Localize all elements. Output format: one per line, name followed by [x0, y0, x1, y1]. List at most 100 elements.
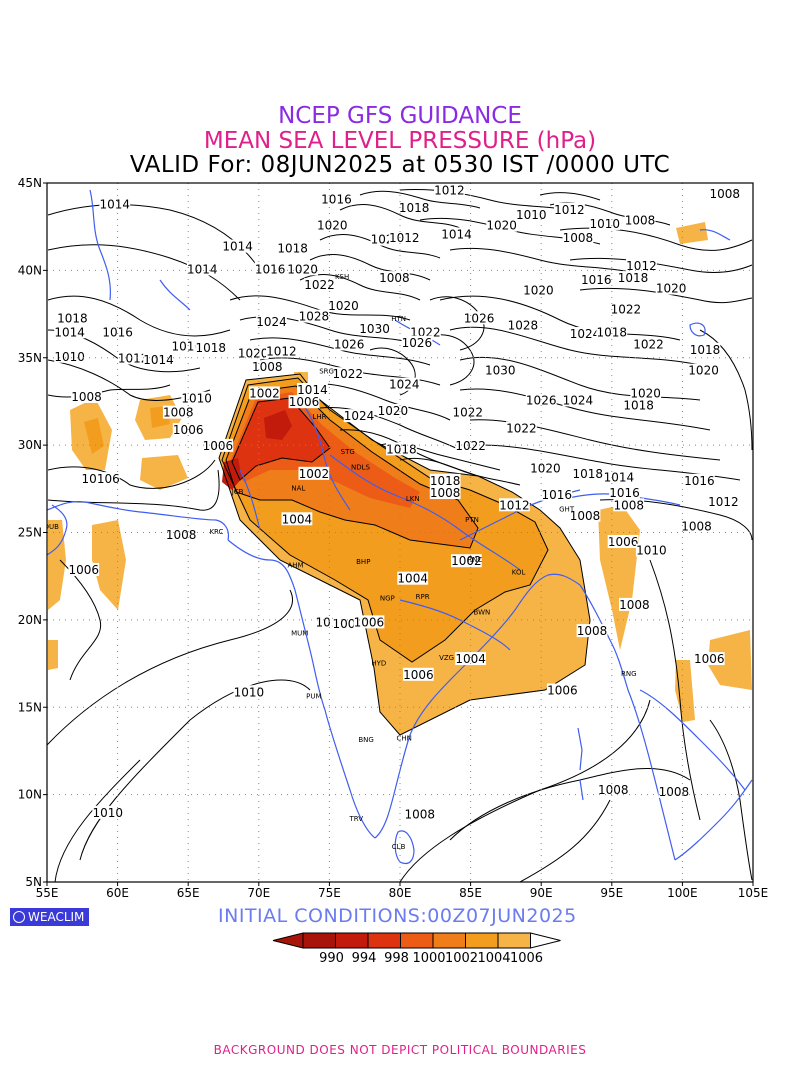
svg-text:1018: 1018 [277, 241, 308, 255]
contour-label: 1010 [635, 543, 667, 558]
svg-text:1008: 1008 [709, 187, 740, 201]
contour-label: 1028 [507, 318, 539, 332]
station-label-ndls: NDLS [351, 464, 371, 472]
contour-label: 1024 [388, 377, 420, 392]
svg-text:1016: 1016 [609, 486, 640, 500]
lon-label-65E: 65E [177, 886, 200, 900]
station-label-srg: SRG [319, 367, 334, 375]
station-label-bhp: BHP [356, 558, 370, 566]
contour-label: 1002 [249, 386, 280, 400]
footer-disclaimer: BACKGROUND DOES NOT DEPICT POLITICAL BOU… [213, 1043, 587, 1057]
contour-label: 1016 [321, 192, 352, 206]
svg-text:1018: 1018 [573, 467, 604, 481]
svg-text:1016: 1016 [321, 192, 352, 206]
svg-text:1020: 1020 [317, 219, 348, 233]
contour-label: 10106 [82, 472, 120, 486]
lon-label-95E: 95E [600, 886, 623, 900]
contour-label: 1006 [202, 438, 234, 453]
station-label-bng: BNG [358, 736, 373, 744]
contour-label: 1018 [572, 466, 604, 481]
svg-text:1008: 1008 [404, 808, 435, 822]
svg-text:1012: 1012 [266, 345, 297, 359]
contour-label: 1012 [707, 494, 739, 509]
contour-label: 1006 [402, 667, 434, 682]
contour-label: 1016 [254, 262, 286, 276]
contour-label: 1014 [99, 197, 131, 212]
svg-text:1010: 1010 [636, 544, 667, 558]
contour-label: 1006 [607, 534, 639, 549]
isobar-contours [47, 189, 753, 882]
svg-text:1006: 1006 [289, 395, 320, 409]
svg-text:1004: 1004 [455, 652, 486, 666]
contour-label: 1020 [530, 461, 561, 476]
contour-label: 1020 [328, 299, 359, 313]
svg-text:1020: 1020 [688, 364, 719, 378]
svg-text:1008: 1008 [619, 598, 650, 612]
svg-text:1012: 1012 [434, 184, 465, 198]
svg-text:1010: 1010 [181, 392, 212, 406]
contour-label: 1014 [603, 470, 635, 484]
svg-text:1008: 1008 [252, 360, 283, 374]
contour-label: 1014 [441, 227, 472, 241]
station-label-ngp: NGP [380, 595, 395, 603]
svg-text:1020: 1020 [378, 404, 409, 418]
contour-label: 1010 [181, 391, 213, 406]
title-variable: MEAN SEA LEVEL PRESSURE (hPa) [203, 128, 597, 154]
svg-text:1014: 1014 [100, 198, 131, 212]
contour-label: 1018 [689, 342, 721, 357]
svg-text:1022: 1022 [453, 406, 484, 420]
svg-text:1020: 1020 [238, 346, 269, 360]
lat-label-5N: 5N [25, 875, 42, 889]
svg-text:1016: 1016 [684, 474, 715, 488]
contour-label: 1012 [388, 230, 420, 245]
contour-label: 1008 [562, 230, 594, 245]
svg-text:1008: 1008 [681, 519, 712, 533]
svg-text:1004: 1004 [397, 572, 428, 586]
contour-label: 1018 [617, 271, 649, 285]
station-label-chn: CHN [397, 734, 412, 742]
svg-text:1030: 1030 [359, 322, 390, 336]
svg-text:1020: 1020 [530, 462, 561, 476]
svg-text:1006: 1006 [547, 684, 578, 698]
title-valid-time: VALID For: 08JUN2025 at 0530 IST /0000 U… [129, 152, 671, 178]
contour-label: 1014 [297, 382, 328, 397]
contour-label: 1008 [165, 527, 197, 542]
contour-label: 1018 [57, 311, 88, 325]
station-label-mum: MUM [291, 630, 308, 638]
station-label-kol: KOL [512, 568, 526, 576]
svg-text:1018: 1018 [399, 201, 430, 215]
lon-label-85E: 85E [459, 886, 482, 900]
contour-label: 1010 [589, 216, 621, 231]
contour-label: 1008 [71, 389, 102, 404]
svg-text:1018: 1018 [597, 325, 628, 339]
svg-text:1016: 1016 [255, 262, 286, 276]
contour-label: 1022 [452, 405, 484, 420]
svg-text:1008: 1008 [613, 498, 644, 512]
contour-label: 1008 [597, 783, 629, 797]
svg-text:1014: 1014 [604, 470, 635, 484]
svg-text:1020: 1020 [287, 262, 318, 276]
svg-text:1014: 1014 [441, 227, 472, 241]
svg-text:1012: 1012 [389, 231, 420, 245]
contour-label: 1008 [709, 187, 741, 201]
svg-text:1008: 1008 [625, 213, 656, 227]
contour-label: 1020 [655, 281, 687, 296]
lat-label-15N: 15N [18, 700, 42, 714]
svg-text:1012: 1012 [118, 351, 149, 365]
svg-text:1022: 1022 [506, 421, 537, 435]
svg-text:1006: 1006 [354, 615, 385, 629]
initial-conditions: INITIAL CONDITIONS:00Z07JUN2025 [218, 905, 577, 927]
contour-label: 1008 [681, 519, 712, 533]
lat-label-30N: 30N [18, 438, 42, 452]
contour-label: 1020 [377, 403, 409, 418]
svg-text:1018: 1018 [196, 341, 227, 355]
contour-label: 1008 [162, 405, 194, 420]
svg-text:1012: 1012 [626, 259, 657, 273]
contour-label: 1018 [195, 341, 227, 355]
svg-text:1008: 1008 [570, 509, 601, 523]
svg-text:1016: 1016 [581, 273, 612, 287]
station-label-krc: KRC [209, 528, 223, 536]
lon-label-70E: 70E [247, 886, 270, 900]
svg-text:1006: 1006 [173, 423, 204, 437]
station-label-ght: GHT [559, 506, 575, 514]
